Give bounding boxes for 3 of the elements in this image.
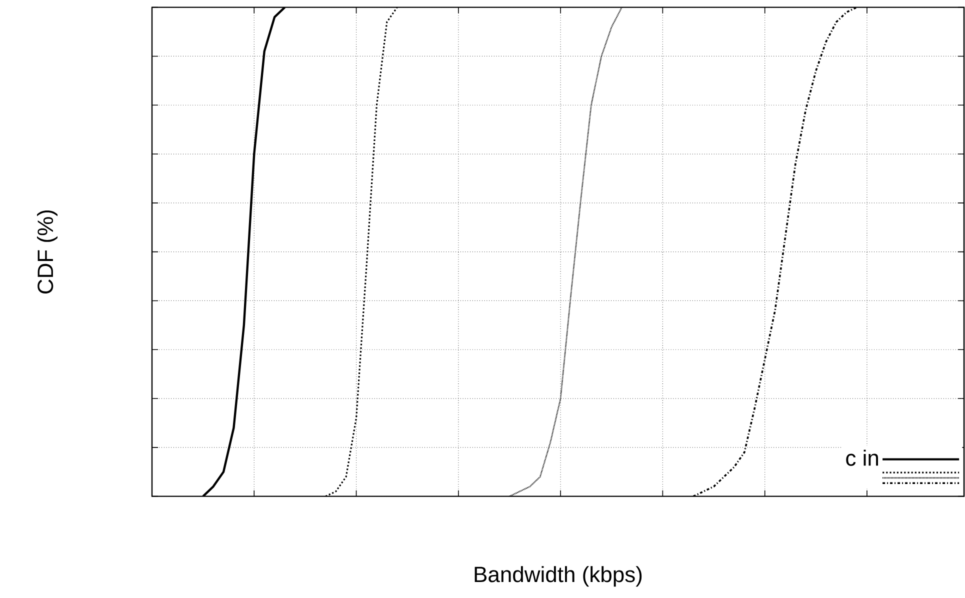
legend-label: c in: [846, 450, 878, 466]
y-axis-title: CDF (%): [37, 210, 58, 294]
x-axis-title: Bandwidth (kbps): [474, 566, 642, 586]
